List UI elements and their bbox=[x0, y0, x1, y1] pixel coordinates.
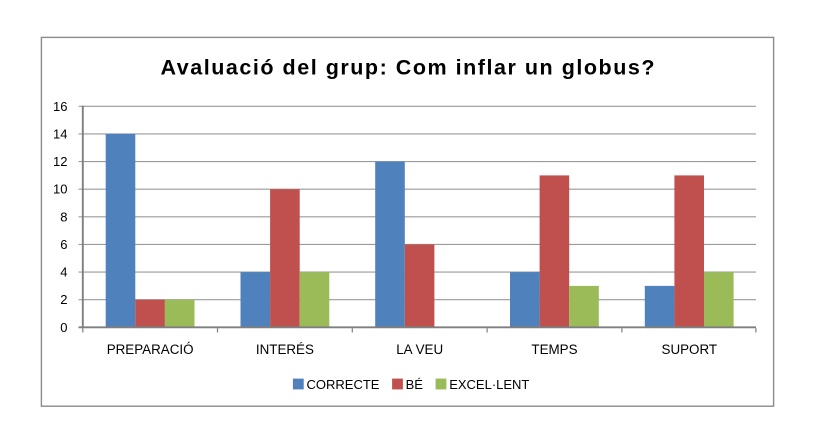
svg-text:LA VEU: LA VEU bbox=[396, 342, 443, 357]
svg-text:14: 14 bbox=[53, 126, 67, 141]
svg-text:TEMPS: TEMPS bbox=[531, 342, 577, 357]
svg-text:SUPORT: SUPORT bbox=[662, 342, 718, 357]
svg-text:4: 4 bbox=[60, 265, 67, 280]
svg-text:2: 2 bbox=[60, 292, 67, 307]
svg-text:16: 16 bbox=[53, 99, 67, 114]
svg-text:EXCEL·LENT: EXCEL·LENT bbox=[449, 377, 529, 392]
svg-text:BÉ: BÉ bbox=[406, 377, 424, 392]
svg-text:INTERÉS: INTERÉS bbox=[256, 342, 314, 357]
svg-text:Avaluació del grup: Com inflar: Avaluació del grup: Com inflar un globus… bbox=[161, 56, 655, 80]
svg-text:6: 6 bbox=[60, 237, 67, 252]
svg-text:10: 10 bbox=[53, 182, 67, 197]
svg-text:PREPARACIÓ: PREPARACIÓ bbox=[107, 342, 194, 357]
svg-text:8: 8 bbox=[60, 209, 67, 224]
svg-text:CORRECTE: CORRECTE bbox=[307, 377, 380, 392]
svg-text:12: 12 bbox=[53, 154, 67, 169]
svg-text:0: 0 bbox=[60, 320, 67, 335]
